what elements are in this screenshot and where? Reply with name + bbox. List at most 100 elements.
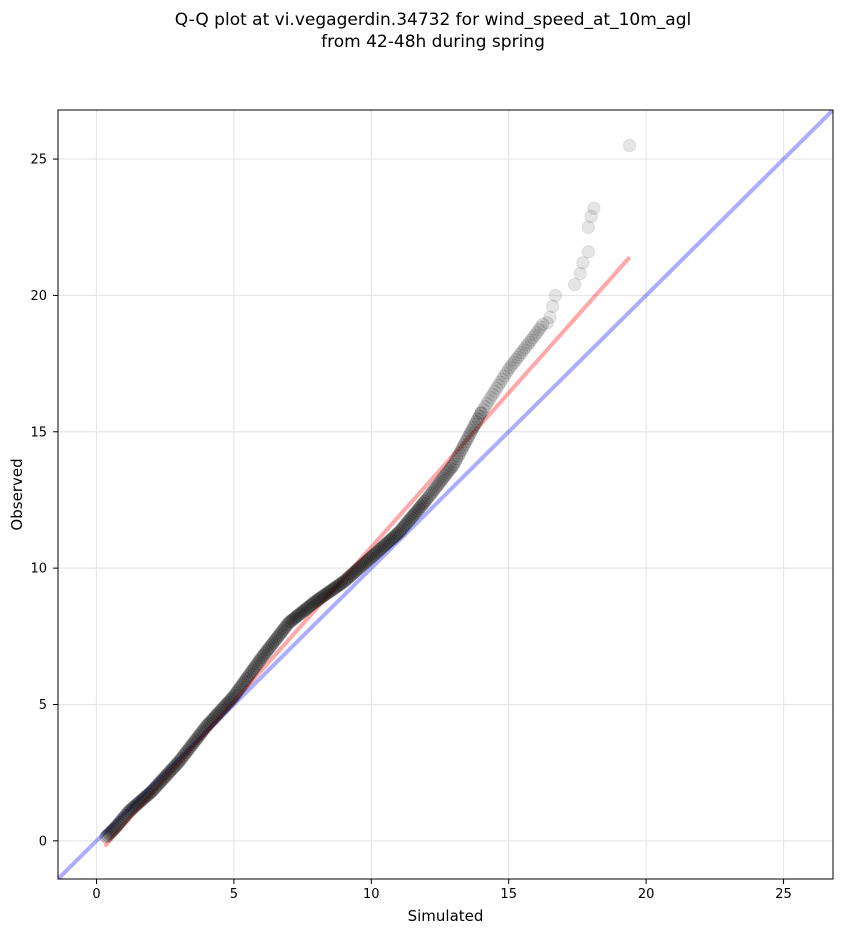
qq-point bbox=[273, 627, 287, 641]
qq-point bbox=[282, 615, 296, 630]
y-tick-label: 10 bbox=[30, 562, 47, 577]
qq-point bbox=[176, 749, 190, 763]
qq-point bbox=[338, 574, 352, 588]
qq-point bbox=[318, 587, 332, 602]
qq-point bbox=[250, 657, 264, 671]
qq-point bbox=[456, 440, 470, 455]
qq-point bbox=[153, 775, 168, 789]
qq-point bbox=[516, 343, 531, 357]
qq-point bbox=[259, 645, 274, 659]
qq-point bbox=[376, 540, 390, 554]
qq-point bbox=[499, 366, 513, 380]
qq-point bbox=[478, 399, 492, 414]
qq-point bbox=[397, 519, 411, 534]
qq-point bbox=[309, 594, 323, 608]
qq-point bbox=[457, 437, 472, 452]
qq-point bbox=[122, 804, 136, 819]
qq-point bbox=[439, 467, 453, 481]
qq-point bbox=[410, 503, 425, 518]
fit-line bbox=[103, 255, 632, 848]
qq-point bbox=[217, 700, 231, 714]
qq-point bbox=[422, 488, 437, 503]
qq-point bbox=[476, 402, 490, 417]
qq-point bbox=[162, 765, 177, 779]
chart-title: Q-Q plot at vi.vegagerdin.34732 for wind… bbox=[174, 10, 692, 30]
qq-point bbox=[116, 812, 130, 826]
qq-point bbox=[366, 548, 381, 562]
qq-point bbox=[503, 360, 517, 374]
qq-point bbox=[445, 459, 459, 474]
qq-point bbox=[191, 730, 205, 744]
qq-point bbox=[482, 393, 496, 408]
qq-point bbox=[173, 753, 187, 767]
qq-point bbox=[261, 643, 275, 657]
qq-point bbox=[341, 571, 355, 585]
qq-point bbox=[147, 781, 162, 796]
qq-point bbox=[509, 353, 523, 367]
qq-point bbox=[190, 731, 204, 746]
qq-point bbox=[491, 378, 506, 392]
qq-point bbox=[143, 786, 157, 800]
qq-point bbox=[277, 621, 292, 636]
qq-point bbox=[156, 771, 171, 786]
qq-point bbox=[388, 529, 402, 543]
qq-point bbox=[253, 652, 267, 667]
qq-point bbox=[303, 599, 317, 613]
qq-point bbox=[246, 663, 260, 677]
one-to-one-line bbox=[58, 110, 833, 879]
chart-title-block: Q-Q plot at vi.vegagerdin.34732 for wind… bbox=[0, 9, 843, 53]
qq-point bbox=[199, 720, 213, 734]
qq-point bbox=[333, 577, 348, 591]
qq-point bbox=[150, 778, 165, 792]
qq-point bbox=[227, 688, 242, 703]
qq-outlier-point bbox=[540, 316, 554, 330]
plot-border bbox=[57, 109, 834, 880]
qq-point bbox=[249, 659, 263, 673]
qq-point bbox=[487, 384, 502, 399]
qq-point bbox=[112, 815, 127, 830]
qq-point bbox=[262, 641, 277, 655]
qq-point bbox=[320, 586, 334, 601]
qq-point bbox=[497, 369, 512, 383]
qq-point bbox=[132, 795, 147, 809]
qq-point bbox=[111, 817, 125, 831]
qq-point bbox=[212, 705, 227, 719]
y-tick-label: 25 bbox=[30, 153, 47, 168]
qq-point bbox=[448, 454, 462, 469]
line-layer bbox=[58, 110, 833, 879]
qq-point bbox=[424, 487, 438, 501]
qq-point bbox=[425, 485, 440, 499]
qq-point bbox=[294, 606, 308, 620]
qq-point bbox=[264, 639, 278, 653]
qq-point bbox=[347, 565, 361, 580]
qq-point bbox=[357, 556, 372, 570]
qq-point bbox=[513, 348, 527, 362]
qq-point bbox=[244, 665, 258, 679]
qq-point bbox=[398, 518, 413, 532]
qq-point bbox=[321, 585, 335, 600]
qq-point bbox=[326, 582, 340, 597]
qq-point bbox=[283, 614, 298, 629]
qq-outlier-point bbox=[584, 209, 598, 224]
qq-point bbox=[342, 570, 357, 584]
qq-point bbox=[528, 328, 542, 342]
qq-point bbox=[292, 607, 307, 621]
qq-point bbox=[159, 768, 174, 782]
axis-layer: 0 5 10 15 20 25 0 5 10 15 20 25 bbox=[30, 109, 834, 902]
qq-point bbox=[285, 613, 299, 627]
qq-point bbox=[447, 457, 461, 472]
qq-point bbox=[214, 703, 228, 718]
qq-point bbox=[279, 619, 293, 634]
y-tick-label: 20 bbox=[30, 289, 47, 304]
qq-point bbox=[135, 792, 150, 807]
qq-point bbox=[371, 544, 385, 558]
qq-point bbox=[469, 415, 484, 429]
qq-point bbox=[106, 822, 121, 836]
qq-point bbox=[463, 426, 478, 440]
qq-point bbox=[307, 595, 322, 609]
plot-frame bbox=[58, 110, 833, 879]
qq-point bbox=[442, 463, 456, 478]
qq-point bbox=[419, 492, 434, 507]
qq-point bbox=[348, 564, 363, 579]
qq-point bbox=[362, 552, 376, 566]
